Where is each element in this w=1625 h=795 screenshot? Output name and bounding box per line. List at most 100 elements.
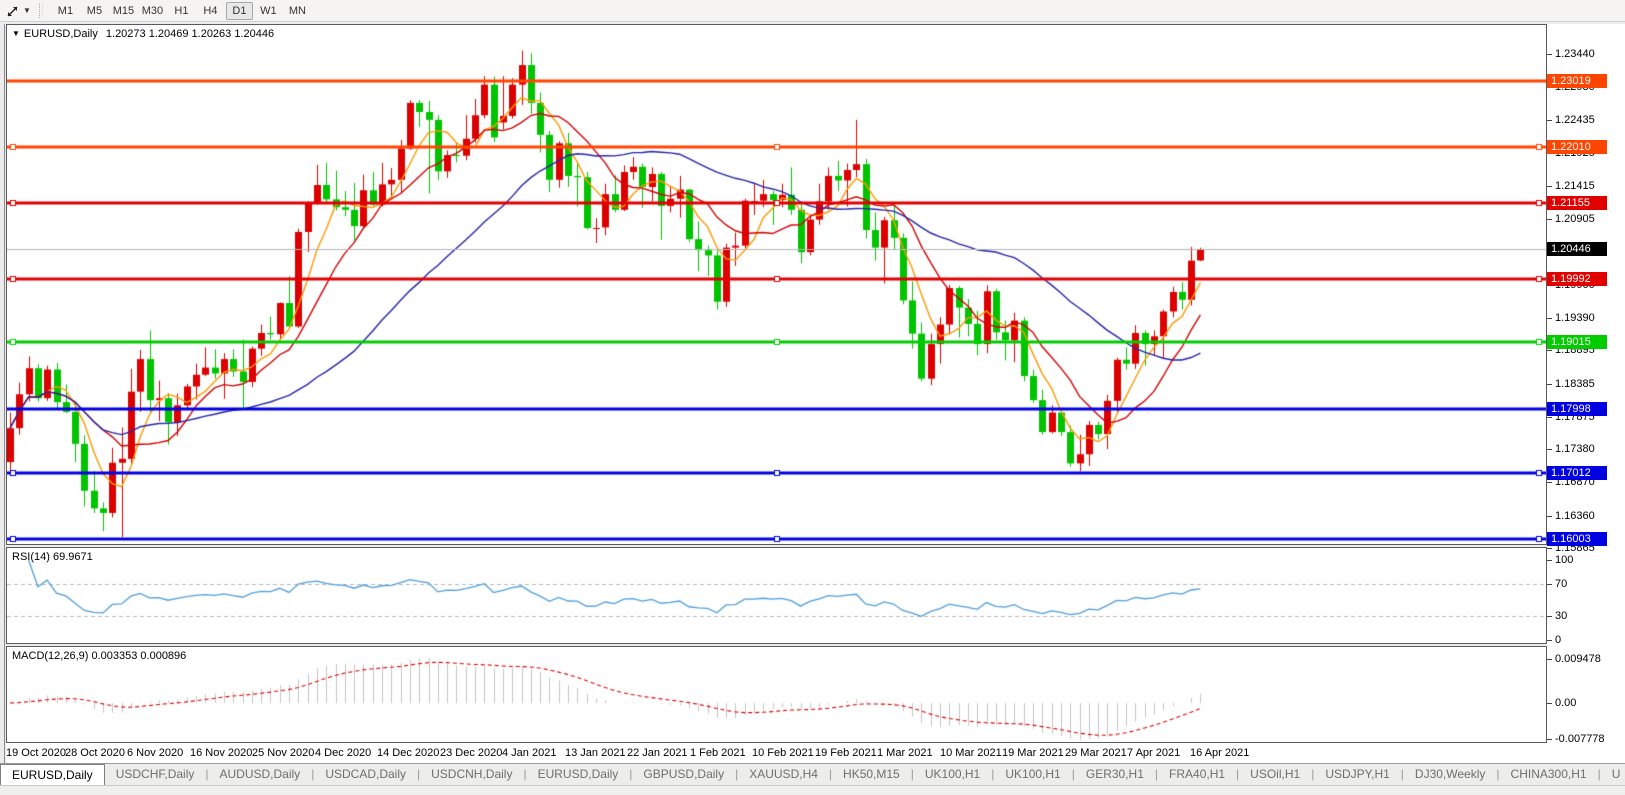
main-chart-panel: ▼ EURUSD,Daily 1.20273 1.20469 1.20263 1.2… [6,24,1547,545]
macd-tick [1547,659,1552,660]
price-tick [1547,384,1552,385]
chart-tab-15[interactable]: DJ30,Weekly [1414,767,1486,781]
timeframe-button-m30[interactable]: M30 [141,4,164,17]
chart-tab-13[interactable]: USOil,H1 [1250,767,1301,781]
tab-separator: | [1154,767,1159,781]
price-tick [1547,219,1552,220]
price-tick [1547,482,1552,483]
crosshair-tool-icon[interactable] [4,3,22,19]
time-tick-label: 1 Feb 2021 [690,747,746,759]
tab-separator: | [1597,767,1601,781]
tab-separator: | [1400,767,1404,781]
price-tick [1547,120,1552,121]
time-tick-label: 19 Feb 2021 [815,747,877,759]
price-axis[interactable]: 1.234401.229301.224351.219251.214151.209… [1547,24,1625,763]
timeframe-button-h1[interactable]: H1 [174,4,189,17]
time-tick-label: 23 Dec 2020 [440,747,503,759]
time-tick-label: 10 Feb 2021 [752,747,814,759]
time-tick-label: 28 Oct 2020 [65,747,125,759]
rsi-tick [1547,560,1552,561]
tab-separator: | [1496,767,1500,781]
timeframe-toolbar: ▼ M1 M5 M15 M30 H1 H4 D1 W1 MN [0,0,1625,22]
price-tick-label: 1.19390 [1555,312,1595,324]
time-axis[interactable]: 19 Oct 2020 28 Oct 2020 6 Nov 2020 16 Nov 2… [6,743,1547,763]
macd-tick-label: 0.00 [1555,697,1577,709]
time-tick-label: 4 Dec 2020 [315,747,372,759]
chart-tab-3[interactable]: USDCAD,Daily [325,767,406,781]
chart-tab-16[interactable]: CHINA300,H1 [1510,767,1587,781]
chart-tab-1[interactable]: USDCHF,Daily [115,767,195,781]
time-tick-label: 29 Mar 2021 [1065,747,1127,759]
price-tick-label: 1.20905 [1555,213,1595,225]
rsi-tick [1547,616,1552,617]
chart-tab-7[interactable]: XAUUSD,H4 [749,767,818,781]
rsi-canvas[interactable] [7,548,1546,643]
price-tick [1547,548,1552,549]
price-tick-label: 1.16360 [1555,510,1595,522]
macd-tick [1547,703,1552,704]
price-tick-label: 1.21415 [1555,180,1595,192]
time-tick-label: 13 Jan 2021 [565,747,626,759]
chart-collapse-icon[interactable]: ▼ [12,29,20,38]
macd-tick-label: -0.007778 [1555,733,1605,745]
time-tick-label: 16 Nov 2020 [190,747,253,759]
timeframe-button-group: M1 M5 M15 M30 H1 H4 D1 W1 MN [51,1,312,20]
timeframe-button-mn[interactable]: MN [288,4,306,17]
chart-tab-12[interactable]: FRA40,H1 [1169,767,1226,781]
price-tick [1547,186,1552,187]
time-tick-label: 7 Apr 2021 [1127,747,1181,759]
price-tick [1547,350,1552,351]
macd-canvas[interactable] [7,647,1546,742]
chart-tab-10[interactable]: UK100,H1 [1005,767,1061,781]
timeframe-button-m15[interactable]: M15 [112,4,135,17]
timeframe-button-h4[interactable]: H4 [203,4,218,17]
chart-tab-17[interactable]: U [1611,767,1621,781]
chart-tab-11[interactable]: GER30,H1 [1085,767,1144,781]
price-tick [1547,449,1552,450]
chart-tab-8[interactable]: HK50,M15 [843,767,900,781]
chart-tabs-bar: EURUSD,Daily USDCHF,Daily | AUDUSD,Daily | US… [0,763,1625,785]
chart-tab-5[interactable]: EURUSD,Daily [537,767,619,781]
time-tick-label: 1 Mar 2021 [877,747,933,759]
tab-separator: | [205,767,209,781]
rsi-tick [1547,640,1552,641]
price-tick-label: 1.18385 [1555,378,1595,390]
time-tick-label: 4 Jan 2021 [502,747,557,759]
rsi-tick-label: 70 [1555,578,1568,590]
chart-tab-4[interactable]: USDCNH,Daily [431,767,513,781]
price-line-badge: 1.21155 [1547,196,1607,210]
chart-title-ohlc: 1.20273 1.20469 1.20263 1.20446 [105,28,275,40]
price-tick [1547,516,1552,517]
price-tick-label: 1.17380 [1555,443,1595,455]
chart-tab-6[interactable]: GBPUSD,Daily [643,767,725,781]
rsi-tick [1547,584,1552,585]
macd-tick-label: 0.009478 [1555,653,1601,665]
timeframe-button-d1[interactable]: D1 [225,1,253,20]
macd-panel: MACD(12,26,9) 0.003353 0.000896 [6,646,1547,743]
time-tick-label: 10 Mar 2021 [940,747,1002,759]
chart-tab-0[interactable]: EURUSD,Daily [0,764,105,785]
time-tick-label: 16 Apr 2021 [1190,747,1250,759]
price-line-badge: 1.23019 [1547,74,1607,88]
chart-tab-14[interactable]: USDJPY,H1 [1325,767,1390,781]
price-tick-label: 1.23440 [1555,48,1595,60]
tab-separator: | [1236,767,1240,781]
time-tick-label: 19 Mar 2021 [1002,747,1064,759]
price-tick [1547,54,1552,55]
rsi-panel: RSI(14) 69.9671 [6,547,1547,644]
main-chart-canvas[interactable] [7,25,1546,544]
time-tick-label: 19 Oct 2020 [6,747,66,759]
timeframe-button-m5[interactable]: M5 [86,4,103,17]
rsi-label: RSI(14) 69.9671 [12,551,93,563]
price-line-badge: 1.16003 [1547,532,1607,546]
chart-tab-2[interactable]: AUDUSD,Daily [219,767,301,781]
tab-separator: | [629,767,633,781]
tool-dropdown-icon[interactable]: ▼ [23,6,31,15]
tab-separator: | [735,767,739,781]
price-line-badge: 1.19015 [1547,335,1607,349]
timeframe-button-w1[interactable]: W1 [260,4,277,17]
timeframe-button-m1[interactable]: M1 [57,4,74,17]
chart-tab-9[interactable]: UK100,H1 [924,767,981,781]
price-tick-label: 1.22435 [1555,114,1595,126]
